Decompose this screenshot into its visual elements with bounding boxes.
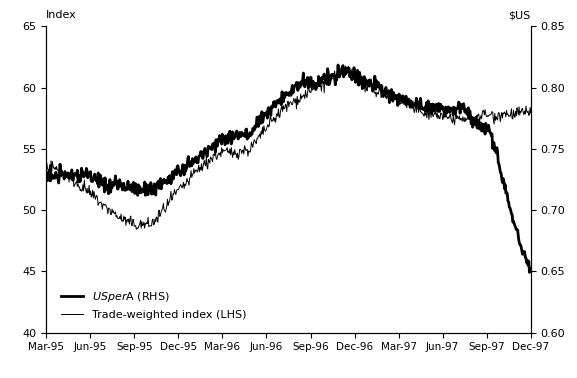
- Text: Index: Index: [46, 10, 77, 20]
- Legend: $US per $A (RHS), Trade-weighted index (LHS): $US per $A (RHS), Trade-weighted index (…: [57, 285, 251, 324]
- Text: $US: $US: [508, 10, 531, 20]
